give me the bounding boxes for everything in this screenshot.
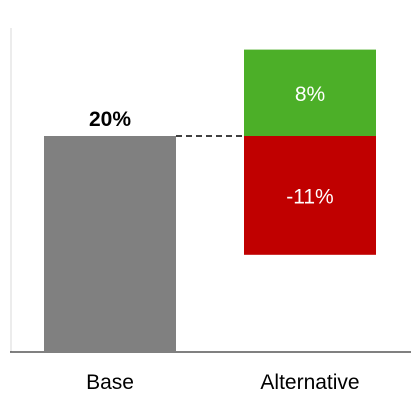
category-label-base: Base	[86, 371, 134, 394]
data-label-increase: 8%	[295, 83, 325, 106]
bar-alternative-decrease	[244, 136, 376, 255]
bar-alternative-increase	[244, 49, 376, 136]
data-label-base: 20%	[89, 108, 131, 131]
category-label-alternative: Alternative	[260, 371, 359, 394]
bar-base	[44, 136, 176, 352]
data-label-decrease: -11%	[286, 185, 333, 208]
